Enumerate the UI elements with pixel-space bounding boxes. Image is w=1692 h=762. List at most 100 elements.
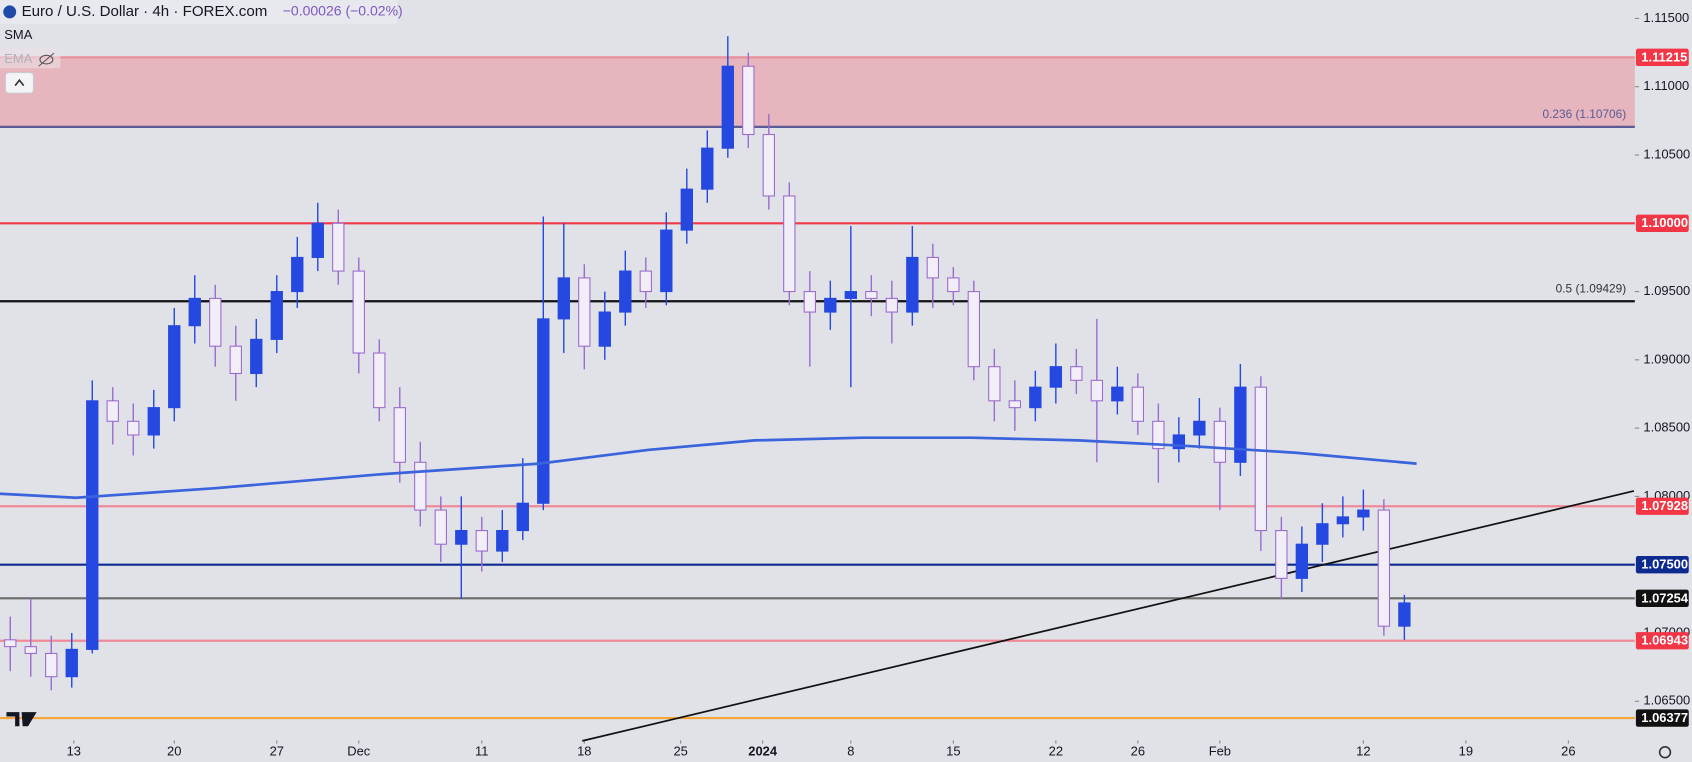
- settings-button[interactable]: [1658, 746, 1672, 759]
- level-label: 1.06943: [1641, 633, 1688, 648]
- level-label: 1.06377: [1641, 710, 1688, 725]
- candle-body: [1398, 602, 1411, 627]
- candle-body: [1316, 523, 1329, 545]
- x-tick-label: 15: [946, 744, 960, 759]
- level-label: 1.07500: [1641, 557, 1688, 572]
- candle-body: [496, 530, 509, 552]
- candle-body: [1049, 366, 1063, 388]
- x-tick-label: 25: [673, 744, 687, 759]
- level-label: 1.10000: [1641, 215, 1688, 230]
- level-label-bg: [1635, 709, 1689, 727]
- collapse-button[interactable]: [4, 72, 34, 94]
- candle-body: [4, 639, 17, 648]
- candle-body: [270, 291, 283, 340]
- candle-body: [578, 277, 591, 347]
- candle-body: [1172, 434, 1186, 450]
- y-tick-label: 1.11500: [1643, 10, 1689, 25]
- symbol-icon: [3, 5, 17, 19]
- x-tick-label: 22: [1049, 744, 1063, 759]
- x-tick-label: 18: [577, 744, 591, 759]
- logo: [6, 712, 37, 727]
- candle-body: [1131, 386, 1145, 422]
- level-label: 1.07928: [1641, 498, 1688, 513]
- candle-body: [926, 256, 940, 279]
- x-tick-label: 13: [67, 744, 81, 759]
- candle-body: [516, 502, 529, 532]
- candle-body: [65, 648, 78, 678]
- candle-body: [311, 222, 324, 258]
- level-label-bg: [1635, 48, 1689, 67]
- candle-body: [24, 646, 37, 655]
- candle-body: [291, 256, 304, 293]
- candle-body: [414, 461, 427, 511]
- resistance-zone: [0, 57, 1635, 127]
- candle-body: [352, 270, 365, 354]
- y-tick-label: 1.10500: [1643, 146, 1690, 161]
- candle-body: [598, 311, 611, 347]
- candle-body: [1295, 543, 1309, 579]
- candle-body: [209, 297, 222, 347]
- candle-body: [475, 530, 488, 552]
- candle-body: [844, 291, 857, 299]
- y-tick-label: 1.09000: [1643, 351, 1690, 366]
- candle-body: [45, 652, 58, 678]
- candle-body: [824, 297, 837, 313]
- indicator-label[interactable]: SMA: [4, 27, 32, 42]
- x-tick-label: 27: [270, 744, 284, 759]
- trendline: [582, 490, 1635, 742]
- candle-body: [803, 291, 816, 313]
- x-tick-label: 26: [1131, 744, 1145, 759]
- candle-body: [557, 277, 570, 320]
- price-change: −0.00026 (−0.02%): [283, 3, 403, 19]
- candle-body: [906, 256, 919, 313]
- candle-body: [865, 291, 878, 299]
- candle-body: [1254, 386, 1268, 532]
- candle-body: [1090, 379, 1104, 402]
- x-tick-label: 19: [1459, 744, 1473, 759]
- candle-body: [742, 65, 755, 136]
- time-axis: [0, 740, 1692, 762]
- level-label-bg: [1635, 589, 1689, 607]
- candle-body: [332, 222, 345, 272]
- header-bg: [0, 0, 398, 24]
- candle-body: [1029, 386, 1042, 409]
- candle-body: [660, 229, 673, 293]
- candle-body: [1193, 420, 1206, 436]
- candle-body: [1070, 366, 1083, 381]
- x-tick-label: Feb: [1209, 744, 1231, 759]
- candle-body: [619, 270, 632, 313]
- x-tick-label: 26: [1561, 744, 1575, 759]
- candle-body: [537, 318, 550, 504]
- hidden-icon[interactable]: [38, 52, 55, 67]
- candle-body: [783, 195, 796, 293]
- level-note: 0.236 (1.10706): [1543, 107, 1627, 121]
- candle-body: [1275, 530, 1288, 579]
- candle-body: [434, 509, 447, 545]
- level-label-bg: [1635, 632, 1689, 650]
- candle-body: [106, 400, 119, 422]
- level-label-bg: [1635, 497, 1689, 515]
- candle-body: [250, 338, 263, 375]
- x-tick-label: 12: [1356, 744, 1370, 759]
- candle-body: [1357, 509, 1370, 518]
- candle-body: [455, 530, 468, 545]
- candle-body: [639, 270, 652, 293]
- level-label: 1.11215: [1641, 49, 1687, 64]
- y-tick-label: 1.06500: [1643, 693, 1690, 708]
- x-tick-label: Dec: [347, 744, 371, 759]
- x-tick-label: 20: [167, 744, 181, 759]
- candle-body: [1111, 386, 1124, 402]
- x-tick-label: 2024: [748, 744, 778, 759]
- collapse-icon: [14, 78, 25, 87]
- x-tick-label: 11: [475, 744, 488, 759]
- y-tick-label: 1.11000: [1643, 78, 1689, 93]
- candle-body: [188, 297, 201, 327]
- candle-body: [947, 277, 960, 293]
- y-tick-label: 1.08500: [1643, 420, 1690, 435]
- indicator-label[interactable]: EMA: [4, 51, 32, 66]
- candle-body: [721, 65, 734, 149]
- level-label-bg: [1635, 214, 1689, 232]
- level-label: 1.07254: [1641, 590, 1689, 605]
